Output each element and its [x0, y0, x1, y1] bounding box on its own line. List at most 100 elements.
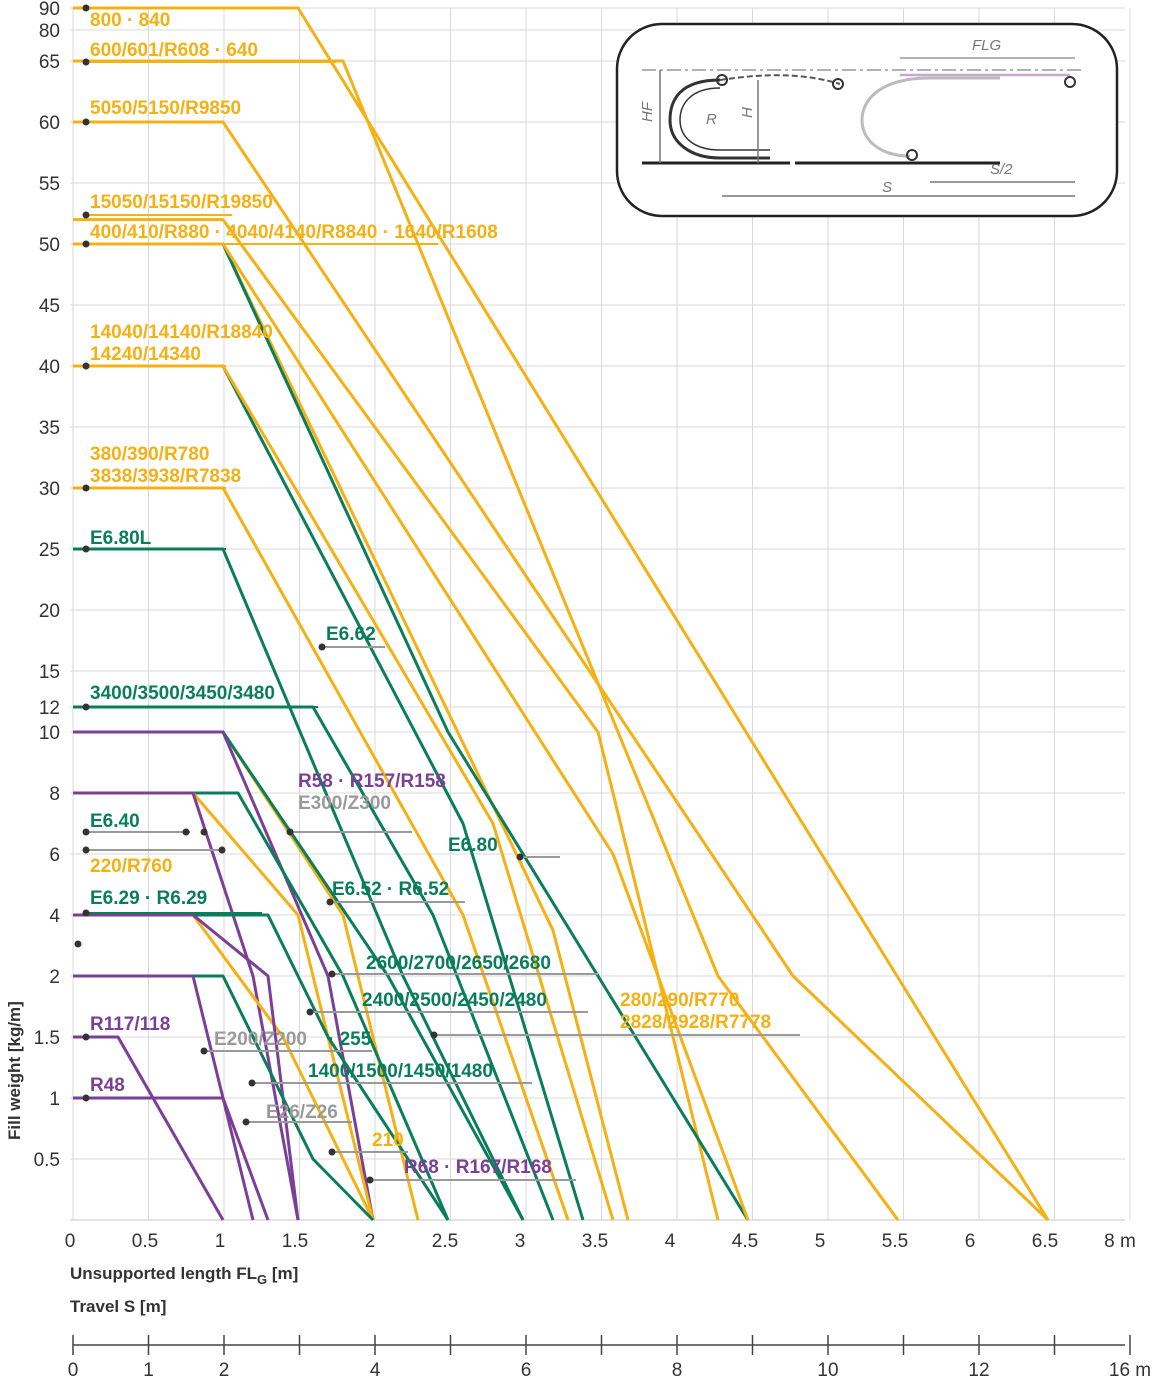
- series-label: E6.80L: [90, 528, 152, 549]
- label-marker: [286, 828, 294, 836]
- series-label: R68 · R167/R168: [404, 1157, 552, 1178]
- y-tick-label: 45: [39, 296, 60, 317]
- series-label: 380/390/R780: [90, 444, 209, 465]
- inset-label-s: S: [882, 179, 892, 196]
- inset-label-r: R: [706, 111, 717, 128]
- y-tick-label: 60: [39, 113, 60, 134]
- series-label: R58 · R157/R158: [298, 771, 446, 792]
- y-tick-label: 4: [49, 906, 60, 927]
- series-label: E6.80: [448, 835, 498, 856]
- annotations: 800 · 840 600/601/R608 · 640 5050/5150/R98…: [74, 4, 800, 1184]
- series-label: 2600/2700/2650/2680: [366, 953, 551, 974]
- series-label: 3838/3938/R7838: [90, 466, 241, 487]
- series-label: · 255: [328, 1029, 372, 1050]
- x-tick-label: 6.5: [1032, 1231, 1058, 1252]
- label-marker: [82, 240, 90, 248]
- series-line: [73, 730, 375, 1221]
- series-label: R117/118: [90, 1014, 170, 1035]
- inset-label-flg: FLG: [972, 37, 1002, 54]
- series-label: 15050/15150/R19850: [90, 192, 273, 213]
- x-tick-label: 5: [815, 1231, 826, 1252]
- series-line: [73, 974, 255, 1221]
- travel-tick-label: 10: [817, 1360, 838, 1381]
- chain-diagram-inset: FLG HF H R S S/2: [615, 22, 1119, 218]
- y-axis: 0.5 1 1.5 2 4 6 8 10 12 15 20 25 30 35 40 45 50 55 60 65 809…: [34, 0, 61, 1171]
- label-marker: [74, 940, 82, 948]
- y-tick-label: 1.5: [34, 1028, 60, 1049]
- y-tick-label: 35: [39, 418, 60, 439]
- y-tick-label: 50: [39, 235, 60, 256]
- travel-tick-label: 1: [143, 1360, 154, 1381]
- x-tick-label: 5.5: [882, 1231, 908, 1252]
- travel-tick-label: 8: [672, 1360, 683, 1381]
- travel-tick-label: 6: [521, 1360, 532, 1381]
- x-tick-label: 4: [665, 1231, 676, 1252]
- series-label: E26/Z26: [266, 1102, 338, 1123]
- inset-label-hf: HF: [639, 101, 656, 122]
- label-marker: [82, 846, 90, 854]
- label-marker: [82, 4, 90, 12]
- label-marker: [82, 909, 90, 917]
- inset-chain-ghost: [860, 76, 1000, 158]
- inset-mount-floor: [906, 149, 918, 161]
- inset-label-h: H: [739, 107, 756, 118]
- series-label: 3400/3500/3450/3480: [90, 683, 275, 704]
- label-marker: [218, 846, 226, 854]
- inset-mount-mid: [832, 78, 844, 90]
- label-marker: [82, 545, 90, 553]
- y-tick-label: 6: [49, 845, 60, 866]
- x-tick-label: 2.5: [432, 1231, 458, 1252]
- label-marker: [430, 1031, 438, 1039]
- y-tick-label: 25: [39, 540, 60, 561]
- label-marker: [328, 1148, 336, 1156]
- travel-tick-label: 12: [968, 1360, 989, 1381]
- travel-tick-label: 0: [68, 1360, 79, 1381]
- label-marker: [328, 970, 336, 978]
- y-tick-label: 55: [39, 174, 60, 195]
- series-label: 2828/2928/R7778: [620, 1012, 771, 1033]
- series-label: E6.29 · R6.29: [90, 888, 207, 909]
- label-marker: [318, 643, 326, 651]
- label-marker: [306, 1008, 314, 1016]
- x-tick-label: 3.5: [582, 1231, 608, 1252]
- label-marker: [516, 853, 524, 861]
- x-axis-title: Unsupported length FLG [m]: [70, 1264, 298, 1287]
- label-marker: [82, 703, 90, 711]
- y-axis-title: Fill weight [kg/m]: [5, 1001, 24, 1140]
- inset-chain-loop: [668, 78, 770, 160]
- series-label: 800 · 840: [90, 10, 170, 31]
- series-label: 280/290/R770: [620, 990, 739, 1011]
- y-tick-label: 12: [39, 698, 60, 719]
- series-label: 2400/2500/2450/2480: [362, 990, 547, 1011]
- label-marker: [82, 1033, 90, 1041]
- x-axis-title-sub: G: [257, 1272, 267, 1287]
- travel-axis: 0 1 2 4 6 8 10 12 16 m: [68, 1335, 1151, 1381]
- x-axis-title-unit: [m]: [267, 1264, 298, 1283]
- x-tick-label: 0: [65, 1231, 76, 1252]
- series-label: 14040/14140/R18840: [90, 322, 273, 343]
- series-label: E6.62: [326, 624, 376, 645]
- label-marker: [82, 362, 90, 370]
- series-label: E300/Z300: [298, 793, 391, 814]
- inset-mount-right: [1064, 76, 1076, 88]
- series-label: R48: [90, 1075, 125, 1096]
- series-label: 600/601/R608 · 640: [90, 40, 258, 61]
- inset-label-s2: S/2: [990, 161, 1013, 178]
- label-marker: [242, 1118, 250, 1126]
- y-tick-label: 65: [39, 52, 60, 73]
- y-tick-label: 90: [39, 0, 60, 20]
- label-marker: [248, 1079, 256, 1087]
- y-tick-label: 20: [39, 601, 60, 622]
- label-marker: [82, 58, 90, 66]
- label-marker: [82, 484, 90, 492]
- series-line: [73, 791, 300, 1221]
- y-tick-label: 80: [39, 21, 60, 42]
- x-tick-label: 2: [365, 1231, 376, 1252]
- label-marker: [82, 1094, 90, 1102]
- x-axis-title-main: Unsupported length FL: [70, 1264, 257, 1283]
- series-label: 400/410/R880 · 4040/4140/R8840 · 1640/R1…: [90, 222, 498, 243]
- series-line: [73, 913, 300, 1221]
- x-tick-label: 8 m: [1104, 1231, 1136, 1252]
- y-tick-label: 30: [39, 479, 60, 500]
